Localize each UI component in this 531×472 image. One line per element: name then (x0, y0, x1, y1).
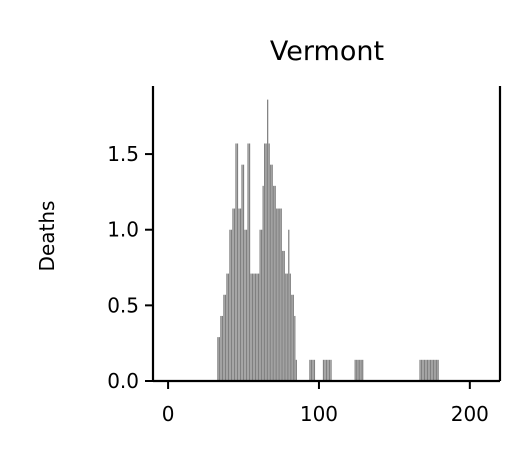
bar (262, 185, 264, 381)
bar (236, 143, 239, 381)
bar (257, 273, 260, 381)
bar (310, 359, 313, 381)
bar (256, 273, 258, 381)
bar (294, 315, 296, 381)
bar (217, 337, 219, 381)
bar (327, 359, 329, 381)
bar (325, 359, 328, 381)
bar (420, 359, 423, 381)
bar (261, 229, 263, 381)
y-tick-label: 0.5 (107, 293, 139, 317)
x-tick-label: 100 (300, 402, 338, 426)
y-axis-label: Deaths (35, 201, 59, 272)
bar (268, 143, 270, 381)
bar (289, 273, 291, 381)
y-tick-label: 1.0 (107, 218, 139, 242)
bar (280, 208, 282, 381)
bar (433, 359, 435, 381)
bar (270, 164, 272, 381)
bar (239, 208, 242, 381)
bar (220, 315, 222, 381)
bar (423, 359, 426, 381)
bar (354, 359, 356, 381)
bar (221, 315, 224, 381)
bar (431, 359, 433, 381)
x-tick-label: 0 (162, 402, 175, 426)
bar (324, 359, 326, 381)
bar (229, 229, 231, 381)
bar (276, 208, 278, 381)
bar (279, 208, 281, 381)
bar (434, 359, 436, 381)
bar (359, 359, 361, 381)
bar (357, 359, 359, 381)
bar (436, 359, 438, 381)
x-ticks-group: 0 100 200 (162, 381, 489, 426)
bar (328, 359, 331, 381)
bar (238, 208, 240, 381)
bar (233, 208, 236, 381)
bar (283, 250, 285, 381)
bar (251, 273, 254, 381)
bar (422, 359, 424, 381)
bar (312, 359, 314, 381)
bar (277, 208, 279, 381)
chart-title: Vermont (270, 36, 384, 67)
bar (286, 273, 288, 381)
bar (282, 250, 284, 381)
bar (242, 164, 245, 381)
bar (265, 143, 267, 381)
bar (250, 273, 252, 381)
bar (247, 143, 249, 381)
bar (291, 294, 293, 381)
bar (245, 229, 248, 381)
bar (292, 294, 294, 381)
bar (426, 359, 429, 381)
bar (264, 143, 266, 381)
bar (425, 359, 427, 381)
bar (419, 359, 421, 381)
bar (273, 185, 275, 381)
bar (230, 229, 233, 381)
bar (362, 359, 364, 381)
bar (227, 273, 230, 381)
bar (235, 143, 237, 381)
x-tick-label: 200 (451, 402, 489, 426)
bar (274, 185, 276, 381)
bar (232, 208, 234, 381)
bar (224, 294, 227, 381)
bar (429, 359, 432, 381)
bar (244, 229, 246, 381)
bar (226, 273, 228, 381)
bar (437, 359, 439, 381)
bar (253, 273, 255, 381)
bar (267, 99, 269, 382)
bar (322, 359, 325, 381)
bar (248, 143, 251, 381)
y-tick-label: 1.5 (107, 142, 139, 166)
bars-group (217, 99, 439, 382)
bar (428, 359, 430, 381)
bar (313, 359, 316, 381)
bar (271, 164, 273, 381)
bar (223, 294, 225, 381)
y-tick-label: 0.0 (107, 369, 139, 393)
bar (360, 359, 362, 381)
bar (285, 273, 287, 381)
y-ticks-group: 0.0 0.5 1.0 1.5 (107, 142, 153, 393)
bar (241, 164, 243, 381)
bar (254, 273, 257, 381)
bar (218, 337, 220, 381)
bar (259, 229, 261, 381)
bar (295, 359, 297, 381)
bar (288, 229, 290, 381)
bar (309, 359, 311, 381)
bar (330, 359, 332, 381)
bar (356, 359, 358, 381)
